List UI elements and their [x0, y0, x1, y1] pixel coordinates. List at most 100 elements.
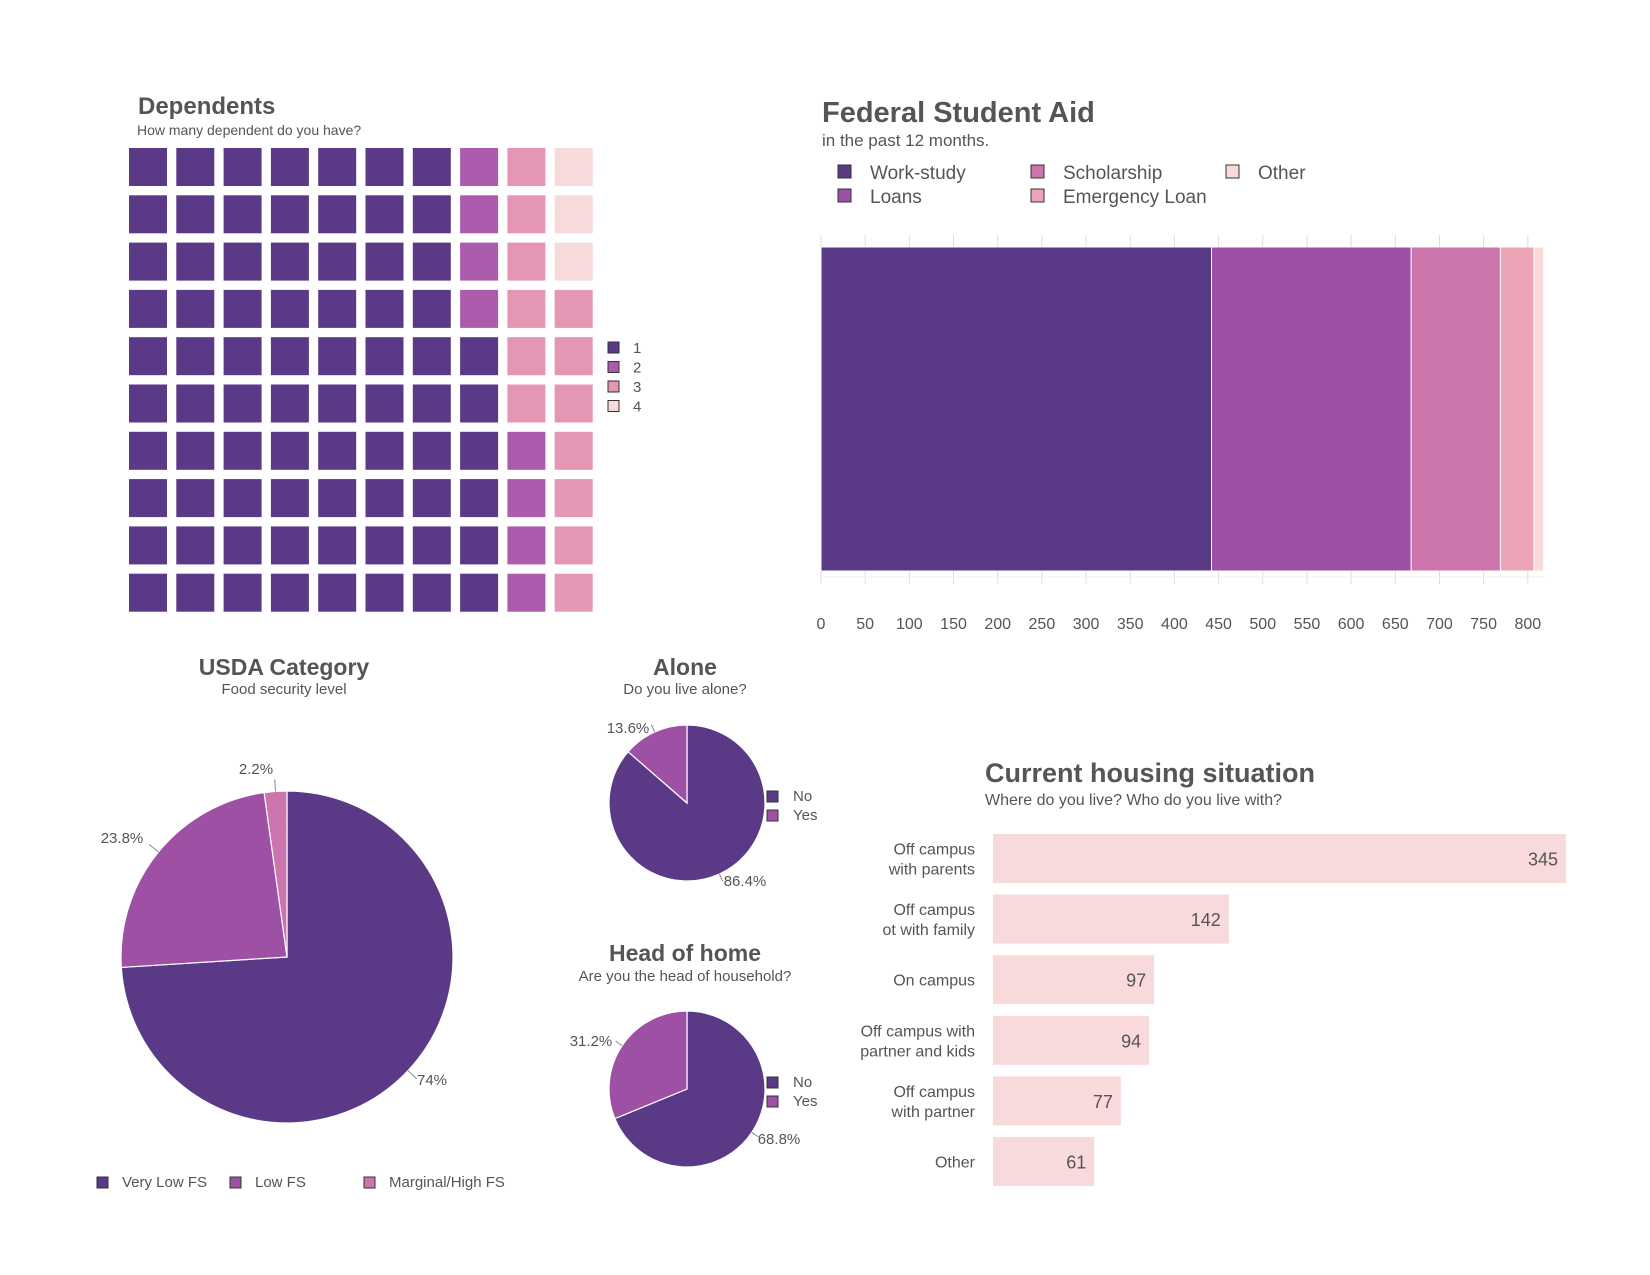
waffle-cell — [507, 289, 546, 328]
category-label: Off campus with — [861, 1023, 975, 1040]
waffle-cell — [554, 384, 593, 423]
waffle-cell — [318, 148, 357, 186]
tick-label: 500 — [1249, 616, 1276, 633]
waffle-cell — [318, 431, 357, 470]
bar-value-label: 142 — [1191, 910, 1221, 930]
bar-value-label: 77 — [1093, 1092, 1113, 1112]
waffle-cell — [318, 242, 357, 281]
legend-label: 2 — [633, 360, 641, 377]
category-label: with parents — [888, 862, 975, 879]
waffle-cell — [223, 479, 262, 518]
legend-swatch — [837, 188, 852, 203]
legend-swatch — [96, 1176, 109, 1189]
pie-label-leader — [407, 1070, 418, 1080]
category-label: On campus — [893, 973, 975, 990]
waffle-cell — [554, 526, 593, 565]
waffle-cell — [318, 573, 357, 612]
tick-label: 200 — [984, 616, 1011, 633]
waffle-cell — [223, 337, 262, 376]
legend-swatch — [363, 1176, 376, 1189]
pie-label-leader — [148, 844, 159, 853]
legend-swatch — [1030, 164, 1045, 179]
category-label: partner and kids — [860, 1043, 975, 1060]
waffle-cell — [270, 148, 309, 186]
waffle-cell — [223, 526, 262, 565]
waffle-cell — [554, 431, 593, 470]
tick-label: 650 — [1382, 616, 1409, 633]
category-label: Off campus — [893, 842, 975, 859]
chart-subtitle: Do you live alone? — [623, 681, 746, 698]
legend-swatch — [766, 1076, 779, 1089]
tick-label: 750 — [1470, 616, 1497, 633]
legend-label: Emergency Loan — [1063, 187, 1207, 208]
waffle-cell — [129, 289, 167, 328]
pie-label: 74% — [417, 1072, 447, 1089]
waffle-cell — [365, 526, 404, 565]
legend-label: Work-study — [870, 163, 966, 184]
legend-swatch — [766, 809, 779, 822]
waffle-cell — [270, 431, 309, 470]
waffle-cell — [176, 573, 215, 612]
legend-swatch — [607, 400, 620, 412]
waffle-cell — [176, 289, 215, 328]
waffle-cell — [507, 479, 546, 518]
legend-label: Other — [1258, 163, 1306, 184]
waffle-cell — [365, 479, 404, 518]
bar-value-label: 97 — [1126, 971, 1146, 991]
waffle-cell — [412, 384, 451, 423]
bar-value-label: 61 — [1066, 1153, 1086, 1173]
stacked-bar-segment — [1499, 246, 1535, 572]
waffle-cell — [507, 148, 546, 186]
legend-swatch — [837, 164, 852, 179]
waffle-cell — [176, 195, 215, 234]
pie-label: 68.8% — [758, 1131, 801, 1148]
category-label: ot with family — [883, 922, 975, 939]
legend-swatch — [766, 1095, 779, 1108]
bar — [993, 955, 1155, 1005]
waffle-cell — [365, 195, 404, 234]
stacked-bar-segment — [1533, 246, 1545, 572]
tick-label: 350 — [1117, 616, 1144, 633]
legend-swatch — [607, 361, 620, 373]
tick-label: 250 — [1029, 616, 1056, 633]
waffle-cell — [365, 242, 404, 281]
legend-swatch — [607, 341, 620, 354]
legend-label: 3 — [633, 379, 641, 396]
waffle-cell — [365, 431, 404, 470]
legend-swatch — [607, 380, 620, 393]
waffle-cell — [176, 337, 215, 376]
chart-subtitle: in the past 12 months. — [822, 131, 989, 150]
chart-subtitle: Food security level — [221, 681, 346, 698]
waffle-cell — [554, 195, 593, 234]
stacked-bar-segment — [820, 246, 1213, 572]
pie-label: 23.8% — [101, 830, 144, 847]
waffle-cell — [176, 431, 215, 470]
waffle-cell — [412, 242, 451, 281]
legend-swatch — [766, 790, 779, 803]
waffle-cell — [412, 479, 451, 518]
tick-label: 50 — [856, 616, 874, 633]
chart-title: Alone — [653, 654, 717, 680]
waffle-cell — [460, 148, 499, 186]
pie-label: 86.4% — [724, 873, 767, 890]
pie-label-leader — [718, 873, 724, 882]
bar — [993, 1015, 1150, 1065]
tick-label: 300 — [1073, 616, 1100, 633]
waffle-cell — [507, 384, 546, 423]
waffle-cell — [507, 337, 546, 376]
waffle-cell — [460, 479, 499, 518]
pie-slice — [608, 1010, 688, 1120]
waffle-cell — [554, 337, 593, 376]
pie-label: 13.6% — [607, 720, 650, 737]
legend-label: 4 — [633, 399, 641, 416]
waffle-cell — [554, 242, 593, 281]
chart-subtitle: Are you the head of household? — [579, 968, 792, 985]
legend-label: Scholarship — [1063, 163, 1162, 184]
waffle-cell — [460, 289, 499, 328]
waffle-cell — [129, 431, 167, 470]
waffle-cell — [554, 479, 593, 518]
